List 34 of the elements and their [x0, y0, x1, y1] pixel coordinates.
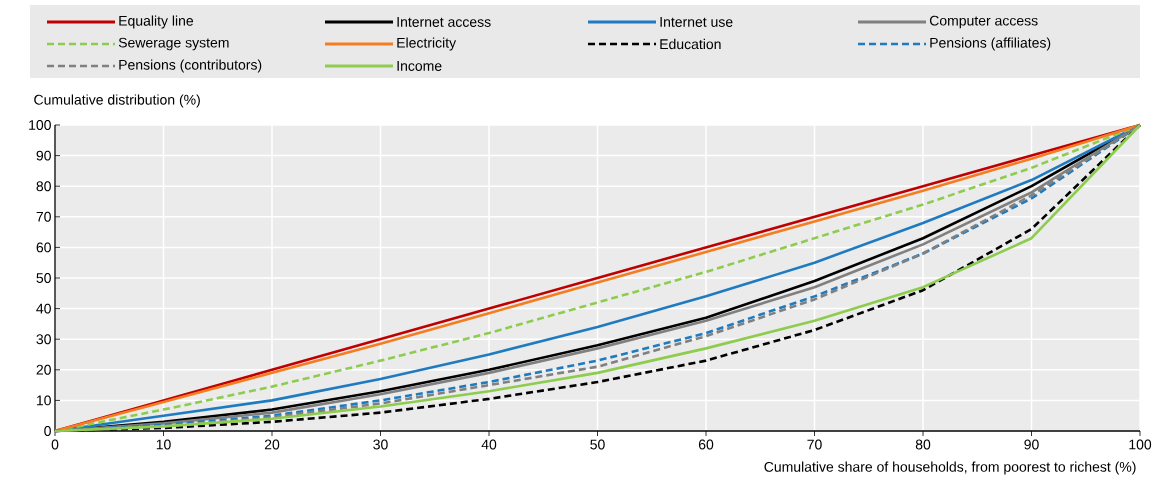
x-axis-title: Cumulative share of households, from poorest to richest (%) — [764, 461, 1136, 475]
y-tick-label: 30 — [36, 334, 51, 345]
x-tick-label: 80 — [915, 439, 931, 450]
legend-label: Sewerage system — [118, 37, 229, 51]
x-tick-label: 70 — [807, 439, 822, 450]
y-axis-title: Cumulative distribution (%) — [34, 94, 200, 108]
x-tick-label: 50 — [590, 439, 605, 450]
y-tick-label: 100 — [29, 120, 51, 130]
x-tick-label: 20 — [264, 439, 280, 450]
legend-label: Equality line — [119, 15, 194, 29]
y-tick-label: 60 — [36, 242, 51, 253]
x-tick-label: 60 — [698, 439, 714, 450]
x-tick-label: 100 — [1129, 439, 1152, 450]
legend-label: Pensions (contributors) — [119, 59, 262, 73]
y-tick-label: 70 — [36, 211, 51, 222]
x-tick-label: 90 — [1024, 439, 1039, 450]
legend-label: Internet use — [660, 17, 733, 27]
x-tick-label: 30 — [373, 439, 388, 450]
x-tick-label: 40 — [481, 439, 497, 450]
y-tick-label: 50 — [36, 273, 51, 283]
legend-label: Electricity — [397, 37, 457, 51]
legend-label: Computer access — [929, 15, 1038, 29]
legend-label: Income — [397, 61, 442, 71]
y-tick-label: 0 — [44, 426, 51, 436]
y-tick-label: 20 — [36, 364, 51, 375]
legend-label: Pensions (affiliates) — [930, 37, 1051, 51]
y-tick-label: 90 — [36, 150, 51, 161]
y-tick-label: 40 — [36, 303, 51, 314]
legend-label: Internet access — [397, 17, 491, 27]
legend-label: Education — [660, 38, 721, 50]
y-tick-label: 80 — [36, 181, 51, 192]
y-tick-label: 10 — [36, 395, 51, 406]
x-tick-label: 0 — [51, 439, 59, 450]
x-tick-label: 10 — [156, 439, 171, 450]
